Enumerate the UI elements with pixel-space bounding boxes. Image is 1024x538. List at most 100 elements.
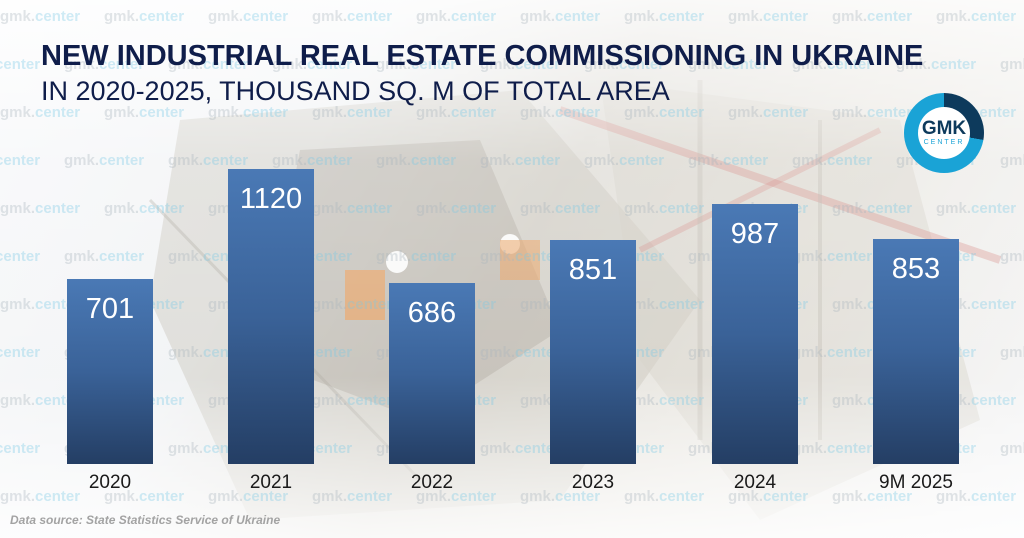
watermark-text: gmk.center <box>480 152 561 169</box>
watermark-text: gmk.center <box>792 248 873 265</box>
watermark-text: gmk.center <box>624 296 705 313</box>
watermark-text: gmk.center <box>832 200 913 217</box>
data-source-note: Data source: State Statistics Service of… <box>10 513 281 527</box>
watermark-text: gmk.center <box>312 296 393 313</box>
watermark-text: gmk.center <box>376 56 457 73</box>
watermark-text: gmk.center <box>416 200 497 217</box>
watermark-text: gmk.center <box>104 200 185 217</box>
watermark-text: gmk.center <box>416 488 497 505</box>
watermark-text: gmk.center <box>480 440 561 457</box>
watermark-text: gmk.center <box>312 392 393 409</box>
logo-sub-text: CENTER <box>923 138 965 146</box>
watermark-text: gmk.center <box>480 248 561 265</box>
watermark-text: gmk.center <box>728 8 809 25</box>
x-tick-label: 2021 <box>249 472 293 493</box>
watermark-text: gmk.center <box>728 488 809 505</box>
watermark-text: gmk.center <box>0 8 81 25</box>
watermark-text: gmk.center <box>1000 56 1024 73</box>
x-tick-label: 2022 <box>410 472 454 493</box>
watermark-text: gmk.center <box>688 56 769 73</box>
watermark-text: gmk.center <box>520 8 601 25</box>
watermark-text: gmk.center <box>104 8 185 25</box>
chart-subtitle: IN 2020-2025, THOUSAND SQ. M OF TOTAL AR… <box>41 76 670 106</box>
watermark-text: gmk.center <box>728 104 809 121</box>
watermark-text: gmk.center <box>792 440 873 457</box>
watermark-text: gmk.center <box>520 104 601 121</box>
x-tick-label: 9M 2025 <box>879 472 953 493</box>
watermark-text: gmk.center <box>520 488 601 505</box>
bar-value: 1120 <box>239 183 303 215</box>
watermark-text: gmk.center <box>0 152 41 169</box>
bar-value: 851 <box>568 254 618 286</box>
watermark-text: gmk.center <box>832 104 913 121</box>
logo-main-text: GMK <box>921 117 967 139</box>
watermark-text: gmk.center <box>312 8 393 25</box>
watermark-text: gmk.center <box>520 200 601 217</box>
x-tick-label: 2020 <box>88 472 132 493</box>
watermark-text: gmk.center <box>312 488 393 505</box>
watermark-text: gmk.center <box>1000 152 1024 169</box>
watermark-text: gmk.center <box>792 152 873 169</box>
watermark-text: gmk.center <box>0 248 41 265</box>
bar-2024: 987 <box>712 204 798 464</box>
watermark-text: gmk.center <box>104 488 185 505</box>
watermark-text: gmk.center <box>0 56 41 73</box>
bar-value: 987 <box>730 218 780 250</box>
watermark-text: gmk.center <box>64 56 145 73</box>
watermark-text: gmk.center <box>0 488 81 505</box>
watermark-text: gmk.center <box>1000 344 1024 361</box>
watermark-text: gmk.center <box>584 152 665 169</box>
watermark-text: gmk.center <box>936 488 1017 505</box>
watermark-text: gmk.center <box>0 104 81 121</box>
watermark-text: gmk.center <box>272 56 353 73</box>
watermark-text: gmk.center <box>1000 248 1024 265</box>
bar-2022: 686 <box>389 283 475 464</box>
bar-2021: 1120 <box>228 169 314 464</box>
watermark-text: gmk.center <box>208 488 289 505</box>
x-tick-label: 2023 <box>571 472 615 493</box>
watermark-text: gmk.center <box>480 56 561 73</box>
logo-inner: GMK CENTER <box>918 107 970 159</box>
watermark-text: gmk.center <box>376 152 457 169</box>
bar-2023: 851 <box>550 240 636 464</box>
watermark-text: gmk.center <box>584 56 665 73</box>
watermark-text: gmk.center <box>64 248 145 265</box>
watermark-text: gmk.center <box>0 200 81 217</box>
watermark-text: gmk.center <box>624 488 705 505</box>
watermark-text: gmk.center <box>896 56 977 73</box>
x-tick-label: 2024 <box>733 472 777 493</box>
chart-title: NEW INDUSTRIAL REAL ESTATE COMMISSIONING… <box>41 40 924 72</box>
watermark-text: gmk.center <box>168 152 249 169</box>
watermark-text: gmk.center <box>312 200 393 217</box>
watermark-text: gmk.center <box>272 152 353 169</box>
watermark-text: gmk.center <box>688 152 769 169</box>
watermark-text: gmk.center <box>416 104 497 121</box>
watermark-text: gmk.center <box>624 104 705 121</box>
watermark-text: gmk.center <box>1000 440 1024 457</box>
bar-value: 686 <box>407 297 457 329</box>
gmk-center-logo: GMK CENTER <box>904 93 984 173</box>
watermark-text: gmk.center <box>0 440 41 457</box>
watermark-text: gmk.center <box>832 488 913 505</box>
watermark-text: gmk.center <box>104 104 185 121</box>
watermark-text: gmk.center <box>312 104 393 121</box>
watermark-text: gmk.center <box>936 200 1017 217</box>
watermark-text: gmk.center <box>480 344 561 361</box>
watermark-text: gmk.center <box>208 8 289 25</box>
bar-value: 701 <box>85 293 135 325</box>
watermark-text: gmk.center <box>208 104 289 121</box>
watermark-text: gmk.center <box>168 56 249 73</box>
watermark-text: gmk.center <box>624 8 705 25</box>
watermark-text: gmk.center <box>624 392 705 409</box>
watermark-text: gmk.center <box>0 344 41 361</box>
watermark-text: gmk.center <box>792 344 873 361</box>
bar-9m-2025: 853 <box>873 239 959 464</box>
watermark-text: gmk.center <box>792 56 873 73</box>
watermark-text: gmk.center <box>832 8 913 25</box>
watermark-text: gmk.center <box>936 8 1017 25</box>
watermark-text: gmk.center <box>416 8 497 25</box>
watermark-text: gmk.center <box>376 248 457 265</box>
bar-2020: 701 <box>67 279 153 464</box>
bar-value: 853 <box>891 253 941 285</box>
